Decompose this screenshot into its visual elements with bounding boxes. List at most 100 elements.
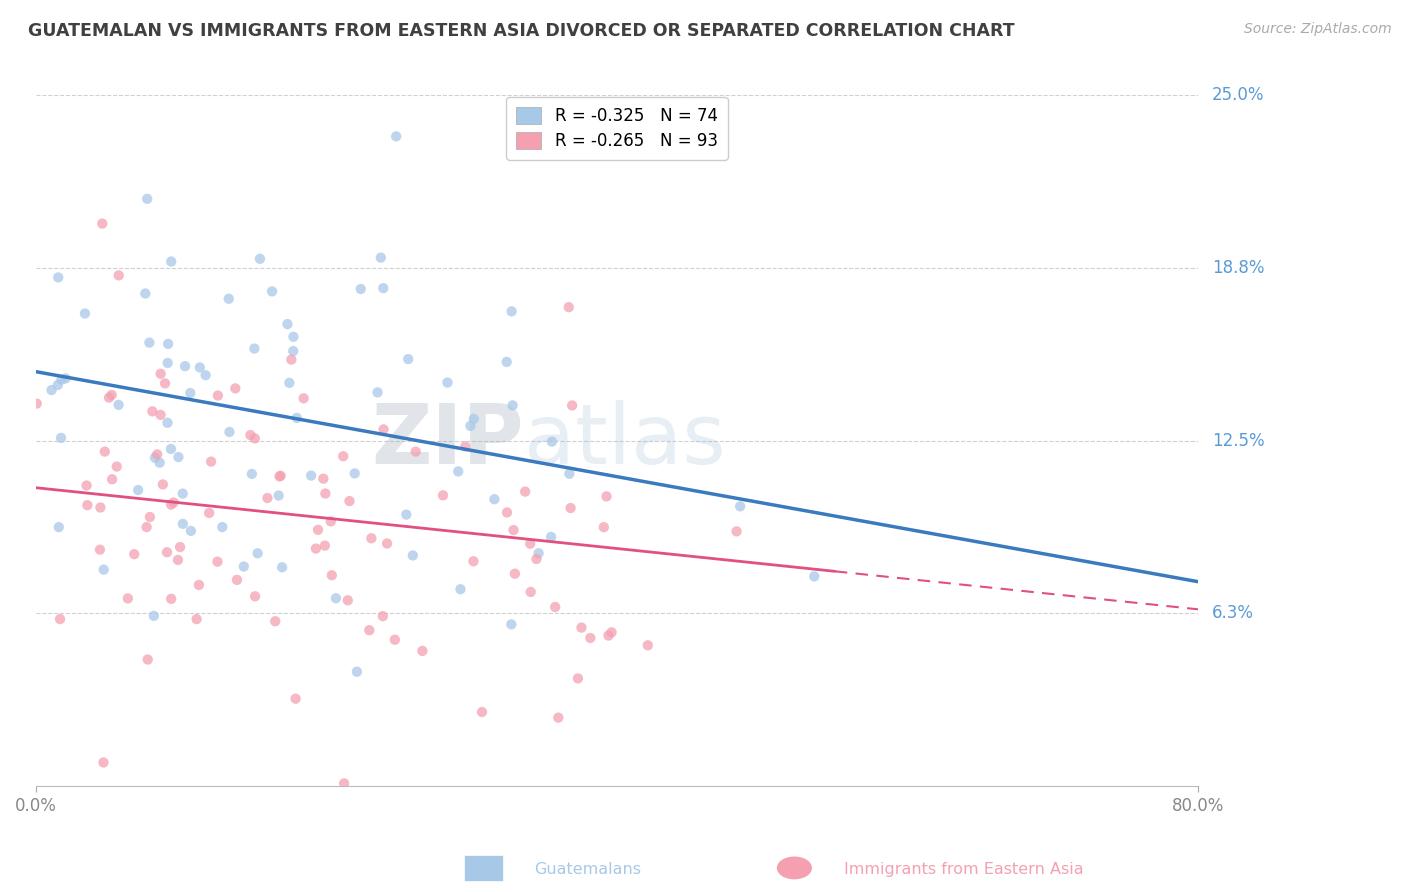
Point — [276, 317, 298, 331]
Point — [46, 270, 69, 285]
Point — [558, 467, 581, 481]
Point — [454, 440, 477, 454]
Point — [405, 444, 427, 458]
Point — [285, 411, 308, 425]
Point — [48, 520, 70, 534]
Point — [194, 368, 217, 383]
Point — [592, 520, 614, 534]
Text: Immigrants from Eastern Asia: Immigrants from Eastern Asia — [844, 863, 1083, 877]
Point — [395, 508, 418, 522]
Point — [156, 356, 179, 370]
Point — [278, 376, 301, 390]
Point — [269, 469, 291, 483]
Point — [373, 281, 395, 295]
Point — [25, 396, 48, 410]
Point — [136, 652, 159, 666]
Point — [271, 560, 294, 574]
Point — [579, 631, 602, 645]
Point — [436, 376, 458, 390]
Point — [339, 494, 361, 508]
Point — [496, 505, 519, 519]
Point — [49, 612, 72, 626]
Point — [312, 472, 335, 486]
Point — [138, 335, 160, 350]
Point — [299, 468, 322, 483]
Point — [93, 756, 115, 770]
Point — [135, 520, 157, 534]
Text: ZIP: ZIP — [371, 401, 524, 482]
Point — [503, 566, 526, 581]
Point — [262, 285, 284, 299]
Point — [239, 428, 262, 442]
Point — [336, 593, 359, 607]
Text: 12.5%: 12.5% — [1212, 432, 1264, 450]
Point — [321, 568, 343, 582]
Text: Source: ZipAtlas.com: Source: ZipAtlas.com — [1244, 22, 1392, 37]
Point — [598, 628, 620, 642]
Point — [157, 337, 180, 351]
Point — [270, 468, 292, 483]
Point — [160, 591, 183, 606]
Point — [136, 192, 159, 206]
Point — [332, 449, 354, 463]
Point — [385, 129, 408, 144]
Point — [169, 540, 191, 554]
Text: 18.8%: 18.8% — [1212, 259, 1264, 277]
Point — [502, 398, 524, 412]
Point — [249, 252, 271, 266]
Point — [463, 412, 485, 426]
Point — [314, 486, 336, 500]
Point — [370, 251, 392, 265]
Point — [180, 524, 202, 538]
Point — [149, 456, 172, 470]
Point — [160, 498, 183, 512]
Legend: R = -0.325   N = 74, R = -0.265   N = 93: R = -0.325 N = 74, R = -0.265 N = 93 — [506, 97, 728, 160]
Point — [402, 549, 425, 563]
Point — [51, 372, 73, 386]
Text: atlas: atlas — [524, 401, 725, 482]
Point — [560, 501, 582, 516]
Point — [305, 541, 328, 556]
Point — [450, 582, 472, 597]
Point — [284, 691, 307, 706]
Point — [100, 388, 122, 402]
Point — [226, 573, 249, 587]
Point — [267, 489, 290, 503]
Point — [371, 609, 394, 624]
Point — [139, 510, 162, 524]
Point — [160, 442, 183, 456]
Point — [307, 523, 329, 537]
Point — [501, 617, 523, 632]
Point — [350, 282, 373, 296]
Point — [256, 491, 278, 505]
Point — [447, 464, 470, 478]
Point — [561, 399, 583, 413]
Text: GUATEMALAN VS IMMIGRANTS FROM EASTERN ASIA DIVORCED OR SEPARATED CORRELATION CHA: GUATEMALAN VS IMMIGRANTS FROM EASTERN AS… — [28, 22, 1015, 40]
Point — [519, 585, 541, 599]
Point — [207, 388, 229, 402]
Point — [373, 422, 395, 436]
Point — [101, 472, 124, 486]
Point — [280, 352, 302, 367]
Point — [283, 330, 305, 344]
Point — [188, 360, 211, 375]
Point — [218, 292, 240, 306]
Point — [264, 614, 287, 628]
Point — [432, 488, 454, 502]
Point — [49, 431, 72, 445]
Point — [527, 546, 550, 560]
Text: 25.0%: 25.0% — [1212, 87, 1264, 104]
Point — [167, 450, 190, 464]
Point — [460, 418, 482, 433]
Point — [346, 665, 368, 679]
Point — [375, 536, 398, 550]
Point — [411, 644, 433, 658]
Point — [571, 621, 593, 635]
Point — [149, 408, 172, 422]
Point — [463, 554, 485, 568]
Point — [179, 386, 201, 401]
Point — [91, 217, 114, 231]
Point — [117, 591, 139, 606]
Point — [367, 385, 389, 400]
Point — [107, 268, 129, 283]
